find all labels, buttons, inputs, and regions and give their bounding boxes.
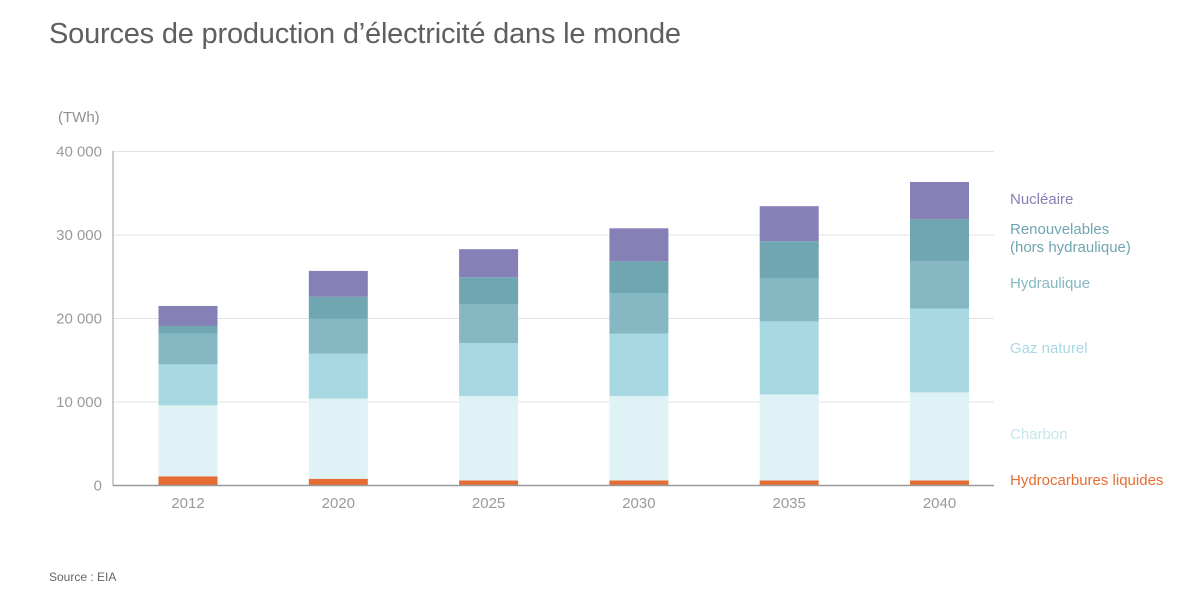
bar-segment	[910, 392, 969, 481]
bar-segment	[759, 480, 819, 486]
legend-item-hydraulique: Hydraulique	[1010, 275, 1091, 292]
bar-segment	[459, 343, 519, 397]
bar-segment	[308, 478, 368, 486]
x-tick-label: 2020	[322, 495, 355, 512]
bar-stack-2020	[308, 270, 368, 486]
bar-segment	[158, 305, 218, 327]
legend-item-renouvelables: Renouvelables (hors hydraulique)	[1010, 221, 1131, 257]
bar-segment	[459, 277, 519, 305]
y-tick-label: 20 000	[56, 311, 102, 328]
y-tick-label: 10 000	[56, 394, 102, 411]
bar-stack-2035	[759, 206, 819, 486]
bar-segment	[308, 296, 368, 319]
y-tick-label: 40 000	[56, 144, 102, 161]
bar-segment	[158, 405, 218, 477]
bars	[158, 181, 969, 486]
legend-item-renouvelables-line1: Renouvelables	[1010, 221, 1110, 238]
y-axis-unit-label: (TWh)	[58, 109, 100, 126]
bar-segment	[459, 480, 519, 486]
bar-segment	[759, 278, 819, 322]
x-tick-label: 2012	[171, 495, 204, 512]
bar-segment	[158, 476, 218, 486]
bar-segment	[308, 398, 368, 479]
bar-stack-2012	[158, 305, 218, 486]
legend-item-gaz-naturel: Gaz naturel	[1010, 340, 1088, 357]
bar-segment	[609, 293, 669, 334]
bar-segment	[609, 228, 669, 262]
x-tick-label: 2025	[472, 495, 505, 512]
bar-segment	[459, 249, 519, 278]
bar-segment	[910, 261, 969, 309]
bar-segment	[759, 321, 819, 395]
bar-segment	[910, 308, 969, 393]
gridlines	[113, 151, 994, 403]
x-tick-label: 2030	[622, 495, 655, 512]
bar-segment	[609, 480, 669, 486]
y-tick-label: 30 000	[56, 227, 102, 244]
bar-segment	[158, 333, 218, 365]
x-tick-label: 2035	[773, 495, 806, 512]
legend-item-charbon: Charbon	[1010, 426, 1068, 443]
legend-item-nucleaire: Nucléaire	[1010, 191, 1074, 208]
bar-segment	[910, 181, 969, 220]
bar-segment	[609, 333, 669, 397]
bar-segment	[158, 364, 218, 406]
bar-segment	[308, 270, 368, 297]
bar-stack-2025	[459, 249, 519, 486]
bar-segment	[609, 396, 669, 481]
bar-segment	[609, 261, 669, 294]
bar-stack-2030	[609, 228, 669, 486]
y-tick-label: 0	[94, 478, 102, 495]
bar-segment	[910, 219, 969, 262]
legend-item-renouvelables-line2: (hors hydraulique)	[1010, 239, 1131, 256]
bar-segment	[759, 241, 819, 279]
bar-segment	[308, 318, 368, 354]
bar-segment	[459, 396, 519, 481]
bar-stack-2040	[910, 181, 969, 486]
bar-segment	[910, 480, 969, 486]
y-axis-ticks: 0 10 000 20 000 30 000 40 000	[56, 144, 102, 495]
bar-segment	[158, 326, 218, 334]
bar-segment	[459, 304, 519, 344]
x-tick-label: 2040	[923, 495, 956, 512]
bar-segment	[308, 353, 368, 399]
bar-segment	[759, 394, 819, 481]
chart-title: Sources de production d’électricité dans…	[49, 18, 681, 50]
legend-item-hydrocarbures-liquides: Hydrocarbures liquides	[1010, 472, 1164, 489]
x-axis-ticks: 2012 2020 2025 2030 2035 2040	[171, 495, 956, 512]
source-note: Source : EIA	[49, 570, 117, 584]
bar-segment	[759, 206, 819, 242]
